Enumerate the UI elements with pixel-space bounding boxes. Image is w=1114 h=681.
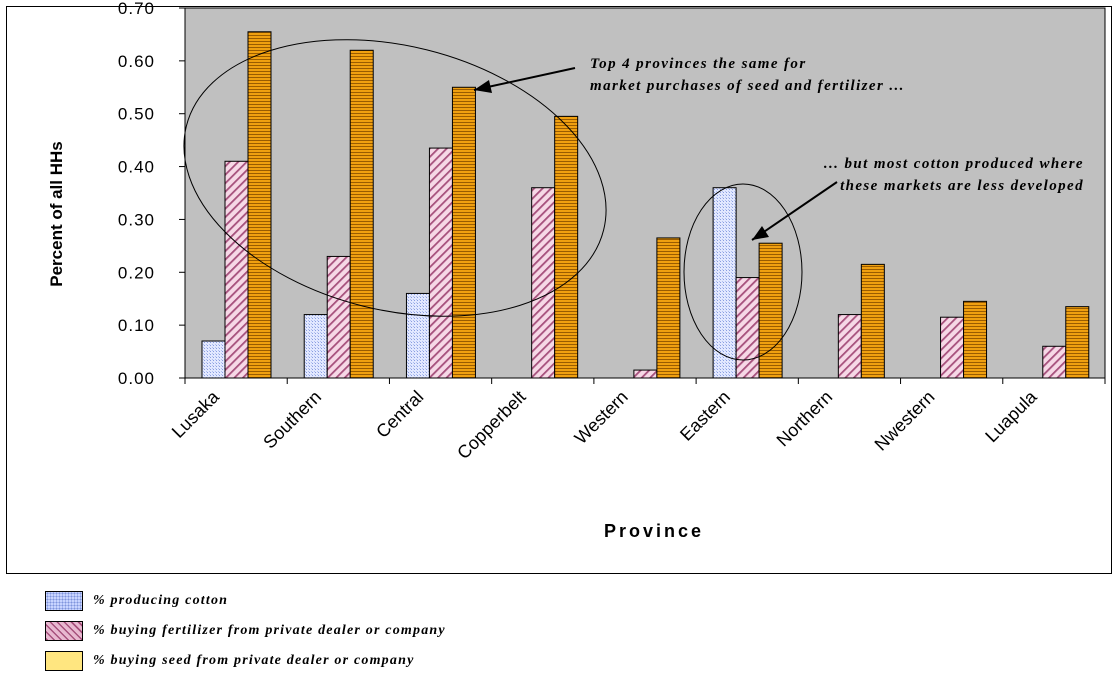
legend-swatch-cotton — [45, 591, 83, 611]
bar-fertilizer-nwestern — [940, 316, 965, 379]
legend-swatch-fertilizer — [45, 621, 83, 641]
y-tick-label: 0.00 — [118, 369, 155, 388]
bar-fertilizer-western — [633, 369, 658, 379]
bar-cotton-lusaka — [201, 340, 226, 379]
y-tick-label: 0.40 — [118, 158, 155, 177]
arrowhead-eastern — [752, 226, 769, 240]
y-tick-label: 0.10 — [118, 316, 155, 335]
legend-label-cotton: % producing cotton — [93, 593, 229, 608]
bars-layer — [201, 31, 1090, 379]
bar-seed-copperbelt — [554, 115, 579, 379]
x-tick-label-lusaka: Lusaka — [168, 386, 224, 442]
y-tick-label: 0.20 — [118, 263, 155, 282]
bar-seed-eastern — [758, 242, 783, 379]
bar-fertilizer-lusaka — [224, 160, 249, 379]
x-tick-label-northern: Northern — [773, 387, 837, 451]
legend-label-fertilizer: % buying fertilizer from private dealer … — [93, 623, 446, 638]
legend-label-seed: % buying seed from private dealer or com… — [93, 653, 415, 668]
x-tick-label-central: Central — [372, 387, 427, 442]
y-tick-label: 0.60 — [118, 52, 155, 71]
x-tick-label-southern: Southern — [259, 387, 325, 453]
annotation-eastern-line2: these markets are less developed — [840, 178, 1084, 194]
arrowhead-top4 — [474, 80, 492, 93]
x-axis-label: Province — [604, 521, 704, 541]
bar-fertilizer-eastern — [735, 277, 760, 379]
bar-seed-southern — [349, 49, 374, 379]
x-tick-label-copperbelt: Copperbelt — [453, 387, 529, 463]
bar-seed-lusaka — [247, 31, 272, 379]
x-tick-label-luapula: Luapula — [981, 386, 1041, 446]
bar-seed-northern — [860, 263, 885, 379]
legend-swatch-seed — [45, 651, 83, 671]
bar-fertilizer-copperbelt — [531, 187, 556, 379]
bar-cotton-eastern — [712, 187, 737, 379]
bar-seed-western — [656, 237, 681, 379]
ellipse-eastern — [683, 183, 803, 361]
annotation-eastern-line1: ... but most cotton produced where — [824, 156, 1084, 172]
arrow-eastern — [751, 181, 838, 241]
annotation-top4-line2: market purchases of seed and fertilizer … — [590, 78, 905, 94]
y-axis-label: Percent of all HHs — [47, 141, 66, 287]
bar-fertilizer-central — [428, 147, 453, 379]
x-tick-label-eastern: Eastern — [676, 387, 734, 445]
bar-fertilizer-southern — [326, 255, 351, 379]
bar-seed-nwestern — [963, 300, 988, 379]
arrow-top4 — [473, 67, 576, 91]
y-tick-label: 0.70 — [118, 0, 155, 18]
bar-cotton-central — [405, 292, 430, 379]
bar-seed-central — [451, 86, 476, 379]
bar-seed-luapula — [1065, 306, 1090, 379]
x-tick-label-nwestern: Nwestern — [871, 387, 939, 455]
bar-fertilizer-northern — [837, 314, 862, 379]
y-tick-label: 0.50 — [118, 105, 155, 124]
bar-fertilizer-luapula — [1042, 345, 1067, 379]
ellipse-top4 — [183, 39, 607, 317]
x-tick-label-western: Western — [571, 387, 632, 448]
bar-cotton-southern — [303, 314, 328, 379]
y-tick-label: 0.30 — [118, 210, 155, 229]
chart: 0.00 0.10 0.20 0.30 0.40 0.50 0.60 0.70 Lusaka So… — [47, 0, 1106, 541]
annotation-top4-line1: Top 4 provinces the same for — [590, 56, 807, 72]
